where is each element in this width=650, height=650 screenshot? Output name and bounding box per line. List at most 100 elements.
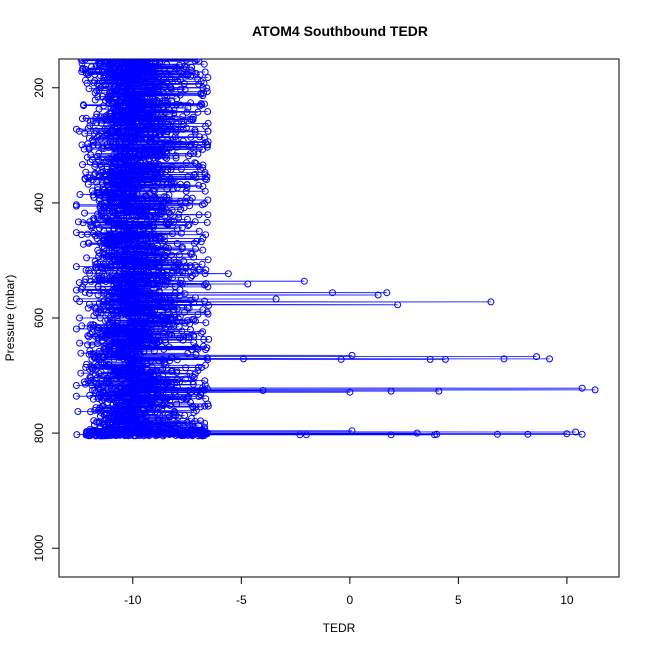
data-point	[141, 264, 149, 272]
data-point	[108, 125, 116, 133]
data-point	[190, 339, 198, 346]
data-point	[170, 106, 178, 114]
data-point	[199, 246, 207, 254]
data-point	[131, 263, 139, 271]
data-point	[73, 431, 81, 439]
data-point	[87, 321, 95, 329]
data-point	[147, 261, 155, 269]
data-point	[179, 336, 187, 344]
data-point	[145, 228, 153, 235]
data-point	[182, 262, 190, 270]
data-point	[101, 193, 108, 201]
data-point	[95, 347, 103, 355]
data-point	[159, 365, 167, 373]
data-point	[204, 402, 212, 410]
data-point	[138, 72, 145, 80]
data-point	[175, 251, 183, 259]
data-point	[80, 240, 87, 248]
data-point	[110, 286, 118, 294]
data-point	[203, 219, 211, 226]
data-point	[192, 351, 200, 359]
data-point	[383, 289, 391, 297]
data-point	[198, 201, 206, 209]
data-point	[101, 317, 109, 325]
data-point	[84, 332, 92, 340]
data-point	[181, 269, 189, 277]
data-point	[159, 177, 167, 185]
data-point	[204, 108, 212, 115]
data-point	[173, 184, 181, 192]
data-point	[86, 365, 94, 373]
data-point	[158, 273, 166, 280]
data-point	[154, 85, 162, 93]
y-tick-label: 600	[32, 308, 46, 328]
y-tick-label: 1000	[32, 535, 46, 562]
data-point	[157, 245, 165, 253]
data-point	[591, 386, 599, 394]
data-point	[105, 395, 113, 403]
data-point	[92, 432, 100, 440]
data-point	[133, 289, 141, 297]
data-point	[181, 86, 189, 93]
data-point	[167, 85, 175, 93]
data-point	[72, 286, 80, 294]
data-point	[165, 197, 173, 204]
data-point	[196, 403, 204, 411]
data-point	[113, 400, 120, 408]
data-point	[173, 356, 181, 364]
data-point	[203, 173, 211, 181]
data-point	[93, 119, 101, 127]
data-point	[94, 210, 102, 218]
data-point	[89, 117, 97, 125]
data-point	[204, 74, 212, 81]
data-point	[152, 124, 160, 132]
data-point	[205, 302, 213, 309]
data-point	[143, 277, 151, 285]
data-point	[202, 346, 210, 354]
data-point	[204, 256, 212, 264]
data-point	[85, 300, 93, 308]
data-point	[184, 104, 192, 112]
y-axis: 200 400 600 800 1000	[32, 77, 60, 562]
data-point	[96, 432, 104, 440]
y-tick-label: 200	[32, 77, 46, 97]
data-point	[159, 89, 167, 96]
x-tick-label: 10	[560, 593, 574, 607]
data-point	[181, 319, 189, 327]
data-point	[200, 134, 208, 142]
data-point	[189, 378, 197, 386]
data-point	[203, 176, 210, 184]
data-point	[189, 432, 196, 440]
data-point	[94, 335, 102, 343]
data-point	[172, 154, 180, 162]
data-point	[104, 360, 112, 368]
data-point	[93, 152, 101, 160]
data-point	[170, 109, 178, 117]
data-point	[163, 61, 171, 68]
data-point	[182, 187, 190, 195]
data-point	[346, 388, 354, 396]
data-point	[200, 336, 208, 343]
data-point	[387, 431, 395, 439]
data-point	[89, 395, 97, 403]
data-point	[259, 387, 267, 394]
data-point	[106, 432, 114, 440]
data-point	[163, 92, 171, 100]
data-point	[171, 391, 179, 399]
data-point	[89, 222, 97, 230]
data-point	[97, 210, 105, 218]
data-point	[81, 380, 89, 388]
data-point	[158, 181, 166, 189]
data-point	[202, 266, 210, 274]
data-point	[138, 174, 145, 182]
data-point	[300, 277, 308, 285]
data-point	[153, 320, 161, 328]
data-point	[163, 154, 171, 162]
data-point	[150, 223, 158, 231]
data-point	[168, 367, 176, 375]
data-point	[147, 321, 154, 329]
data-point	[132, 307, 140, 315]
data-point	[179, 280, 187, 288]
data-point	[106, 382, 114, 389]
